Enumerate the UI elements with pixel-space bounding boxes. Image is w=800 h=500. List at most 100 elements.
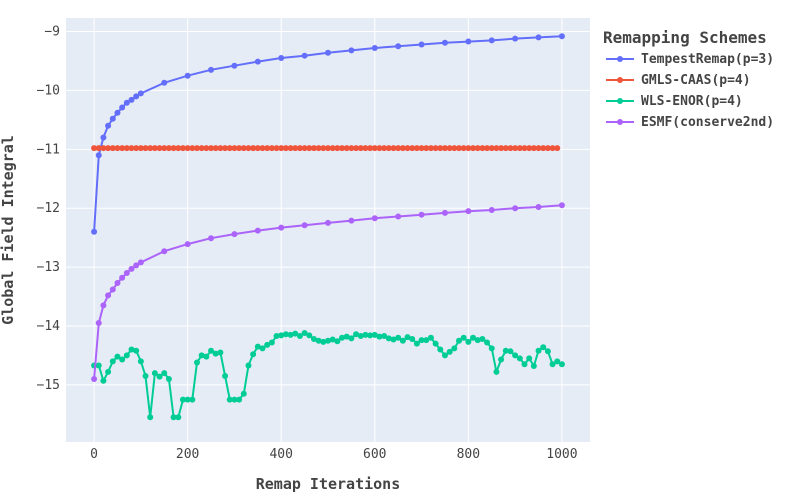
data-point (119, 274, 126, 281)
data-point (137, 145, 144, 152)
data-point (278, 145, 285, 152)
data-point (479, 335, 486, 342)
data-point (409, 145, 416, 152)
data-point (516, 145, 523, 152)
data-point (418, 145, 425, 152)
y-tick-label: −13 (37, 260, 60, 275)
data-point (493, 145, 500, 152)
data-point (147, 145, 154, 152)
data-point (484, 339, 491, 346)
data-point (362, 145, 369, 152)
data-point (390, 336, 397, 343)
data-point (512, 35, 519, 42)
data-point (357, 333, 364, 339)
data-point (109, 115, 116, 122)
data-point (540, 344, 547, 351)
data-point (432, 145, 439, 152)
data-point (465, 338, 472, 345)
data-point (348, 335, 355, 342)
x-tick-label: 200 (176, 447, 199, 462)
data-point (114, 353, 121, 360)
y-axis-title: Global Field Integral (0, 135, 17, 325)
legend-label: GMLS-CAAS(p=4) (641, 73, 751, 88)
data-point (479, 145, 486, 152)
data-point (320, 145, 327, 152)
data-point (362, 331, 369, 338)
data-point (142, 145, 149, 152)
data-point (306, 332, 313, 339)
legend-label: ESMF(conserve2nd) (641, 115, 774, 130)
data-point (100, 377, 107, 384)
data-point (123, 99, 130, 106)
data-point (296, 145, 303, 152)
data-point (470, 145, 477, 152)
data-point (334, 338, 341, 345)
data-point (353, 145, 360, 152)
data-point (114, 145, 121, 152)
data-point (427, 334, 434, 341)
data-point (254, 58, 261, 65)
legend-label: TempestRemap(p=3) (641, 52, 774, 67)
legend-item: WLS-ENOR(p=4) (606, 94, 743, 109)
data-point (250, 351, 257, 358)
data-point (395, 334, 402, 341)
data-point (156, 145, 163, 152)
data-point (208, 66, 215, 73)
data-point (278, 224, 285, 231)
data-point (231, 396, 238, 403)
data-point (128, 346, 135, 353)
data-point (441, 209, 448, 216)
data-point (109, 358, 116, 365)
data-point (133, 262, 140, 269)
data-point (236, 396, 243, 403)
data-point (325, 49, 331, 56)
data-point (530, 145, 537, 152)
series-3 (91, 202, 565, 382)
data-point (296, 333, 303, 339)
data-point (301, 52, 308, 59)
data-point (409, 335, 416, 342)
data-point (320, 338, 327, 345)
data-point (488, 206, 495, 213)
data-point (91, 145, 98, 152)
data-point (91, 228, 98, 235)
data-point (250, 145, 257, 152)
data-point (203, 145, 210, 152)
data-point (353, 331, 360, 338)
series-layer (91, 33, 565, 421)
data-point (507, 145, 514, 152)
data-point (423, 337, 430, 344)
data-point (287, 331, 294, 338)
data-point (441, 145, 448, 152)
data-point (109, 145, 116, 152)
data-point (114, 109, 121, 116)
x-tick-label: 800 (457, 447, 480, 462)
data-point (198, 352, 205, 359)
y-tick-label: −11 (37, 142, 60, 157)
data-point (161, 145, 168, 152)
data-point (184, 145, 191, 152)
legend: Remapping Schemes TempestRemap(p=3) GMLS-… (603, 28, 774, 130)
data-point (245, 145, 252, 152)
data-point (395, 213, 402, 220)
legend-swatch-marker (617, 119, 623, 125)
data-point (470, 334, 477, 341)
data-point (114, 280, 121, 286)
data-point (390, 145, 397, 152)
data-point (133, 145, 140, 152)
data-point (147, 414, 154, 421)
data-point (488, 145, 495, 152)
data-point (315, 145, 322, 152)
data-point (535, 204, 542, 211)
data-point (456, 145, 462, 152)
y-tick-label: −14 (37, 319, 61, 334)
data-point (301, 145, 308, 152)
data-point (198, 145, 205, 152)
data-point (226, 396, 233, 403)
data-point (105, 368, 112, 375)
x-axis-title: Remap Iterations (256, 475, 401, 493)
data-point (278, 55, 285, 62)
legend-swatch-marker (617, 98, 623, 104)
data-point (278, 332, 285, 339)
data-point (161, 248, 168, 255)
